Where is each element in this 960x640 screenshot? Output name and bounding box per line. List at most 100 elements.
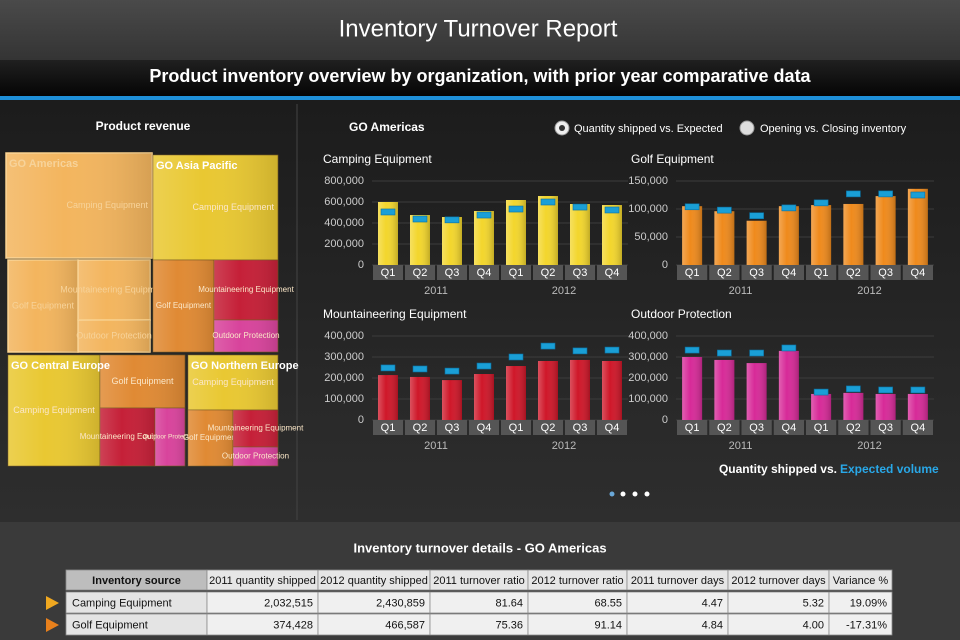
bar-shine — [746, 363, 767, 420]
bar-shine — [570, 359, 590, 420]
bar-shine — [410, 376, 430, 420]
bar-shine — [506, 366, 526, 420]
table-cell — [828, 613, 893, 636]
cell-label: Outdoor Protection — [143, 434, 198, 441]
axis-cell — [677, 265, 708, 280]
axis-cell — [533, 420, 563, 435]
x-tick-label: Q1 — [381, 267, 396, 279]
bar-shine — [875, 393, 896, 420]
expected-marker — [572, 203, 588, 211]
axis-cell — [741, 265, 772, 280]
cell-label: Mountaineering Equipment — [60, 284, 168, 294]
cell-label: Camping Equipment — [192, 377, 274, 387]
x-tick-label: Q4 — [911, 267, 926, 279]
expected-marker — [476, 362, 492, 370]
y-tick-label: 150,000 — [628, 175, 668, 187]
y-tick-label: 300,000 — [628, 351, 668, 363]
expected-marker — [540, 342, 556, 350]
axis-cell — [677, 420, 708, 435]
bar-shine — [714, 359, 735, 420]
bar-shine — [778, 350, 799, 420]
cell-label: Golf Equipment — [183, 433, 239, 442]
chart-title: Outdoor Protection — [631, 307, 732, 321]
x-tick-label: Q3 — [573, 267, 588, 279]
option-label[interactable]: Opening vs. Closing inventory — [760, 123, 907, 135]
axis-cell — [838, 265, 869, 280]
group-label: 2011 — [424, 440, 448, 452]
expected-marker — [684, 203, 700, 211]
option-label[interactable]: Quantity shipped vs. Expected — [574, 123, 723, 135]
axis-cell — [806, 420, 837, 435]
group-label: 2011 — [424, 285, 448, 297]
axis-cell — [597, 420, 627, 435]
x-tick-label: Q4 — [782, 267, 797, 279]
y-tick-label: 300,000 — [324, 351, 364, 363]
bar-shine — [442, 380, 462, 420]
expected-marker — [749, 212, 764, 220]
cell-shine — [188, 410, 233, 466]
cell-label: Camping Equipment — [66, 200, 148, 210]
group-label: 2012 — [552, 440, 576, 452]
y-tick-label: 0 — [662, 259, 668, 271]
bar-shine — [811, 393, 832, 420]
axis-cell — [773, 420, 804, 435]
x-tick-label: Q4 — [605, 422, 620, 434]
column-header: Inventory source — [92, 575, 181, 587]
cell-text: Golf Equipment — [72, 619, 148, 631]
expected-marker — [910, 386, 926, 394]
y-tick-label: 600,000 — [324, 196, 364, 208]
axis-cell — [870, 265, 901, 280]
axis-cell — [437, 420, 467, 435]
bar-shine — [907, 393, 928, 420]
axis-cell — [806, 265, 837, 280]
row-arrow[interactable] — [46, 618, 59, 632]
table-title: Inventory turnover details - GO Americas — [353, 540, 606, 555]
y-tick-label: 400,000 — [324, 330, 364, 342]
expected-marker — [380, 364, 396, 372]
cell-label: Outdoor Protection — [212, 331, 279, 340]
radio[interactable] — [739, 120, 755, 136]
expected-marker — [781, 344, 797, 352]
panel-title: GO Americas — [349, 120, 425, 134]
y-tick-label: 100,000 — [324, 393, 364, 405]
y-tick-label: 200,000 — [324, 372, 364, 384]
y-tick-label: 0 — [358, 259, 364, 271]
table-cell — [828, 591, 893, 614]
cell-text: 374,428 — [273, 619, 313, 631]
y-tick-label: 400,000 — [324, 217, 364, 229]
expected-marker — [444, 216, 460, 224]
treemap-title: Product revenue — [96, 119, 191, 133]
cell-shine — [153, 260, 214, 352]
cell-text: 91.14 — [594, 619, 622, 631]
axis-cell — [373, 265, 403, 280]
y-tick-label: 200,000 — [628, 372, 668, 384]
y-tick-label: 50,000 — [634, 231, 668, 243]
page-dot[interactable] — [620, 491, 626, 497]
row-arrow[interactable] — [46, 596, 59, 610]
x-tick-label: Q4 — [782, 422, 797, 434]
bar-shine — [843, 392, 864, 420]
group-label: 2012 — [857, 285, 881, 297]
page-dot[interactable] — [609, 491, 615, 497]
bar-shine — [714, 211, 735, 265]
cell-shine — [6, 153, 152, 258]
x-tick-label: Q4 — [605, 267, 620, 279]
y-tick-label: 0 — [358, 414, 364, 426]
page-dot[interactable] — [644, 491, 650, 497]
axis-cell — [838, 420, 869, 435]
expected-marker — [717, 349, 732, 357]
cell-label: Golf Equipment — [111, 376, 174, 386]
y-tick-label: 0 — [662, 414, 668, 426]
y-tick-label: 100,000 — [628, 393, 668, 405]
bar-shine — [538, 360, 558, 420]
cell-shine — [214, 260, 278, 320]
region-label: GO Americas — [9, 158, 78, 170]
expected-marker — [508, 353, 524, 361]
column-header: 2012 quantity shipped — [320, 575, 428, 587]
page-dot[interactable] — [632, 491, 638, 497]
x-tick-label: Q4 — [477, 422, 492, 434]
expected-marker — [444, 367, 460, 375]
cell-shine — [78, 320, 150, 352]
header-cell — [828, 569, 893, 591]
